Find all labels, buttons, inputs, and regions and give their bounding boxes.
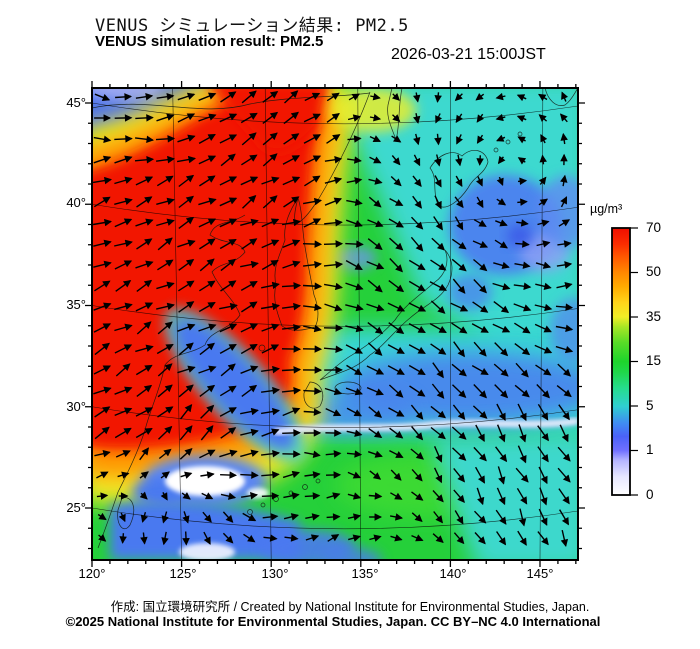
colorbar-label-50: 50 [646,264,662,279]
graticule [92,88,578,560]
colorbar [611,227,638,496]
lat-label-30: 30° [66,399,86,414]
lon-label-135: 135° [351,566,379,581]
colorbar-label-1: 1 [646,442,654,457]
colorbar-label-0: 0 [646,487,654,502]
colorbar-label-5: 5 [646,398,654,413]
colorbar-unit: µg/m³ [590,202,623,216]
map-figure [85,81,638,567]
lat-label-35: 35° [66,297,86,312]
lon-label-120: 120° [78,566,106,581]
lat-label-40: 40° [66,195,86,210]
lon-label-125: 125° [169,566,197,581]
pm25-field [92,88,578,560]
axis-ticks [85,81,585,567]
wind-vector-arrows [92,90,574,547]
timestamp: 2026-03-21 15:00JST [391,46,546,63]
lat-label-25: 25° [66,500,86,515]
lon-label-130: 130° [261,566,289,581]
map-border [91,87,579,561]
lon-label-145: 145° [526,566,554,581]
colorbar-label-35: 35 [646,309,662,324]
colorbar-label-15: 15 [646,353,662,368]
lon-label-140: 140° [439,566,467,581]
page-title-japanese: VENUS シミュレーション結果: PM2.5 [95,16,409,36]
lat-label-45: 45° [66,95,86,110]
footer-credit: 作成: 国立環境研究所 / Created by National Instit… [110,600,590,614]
page-title-english: VENUS simulation result: PM2.5 [95,33,324,50]
colorbar-label-70: 70 [646,220,662,235]
footer-copyright: ©2025 National Institute for Environment… [65,614,601,629]
